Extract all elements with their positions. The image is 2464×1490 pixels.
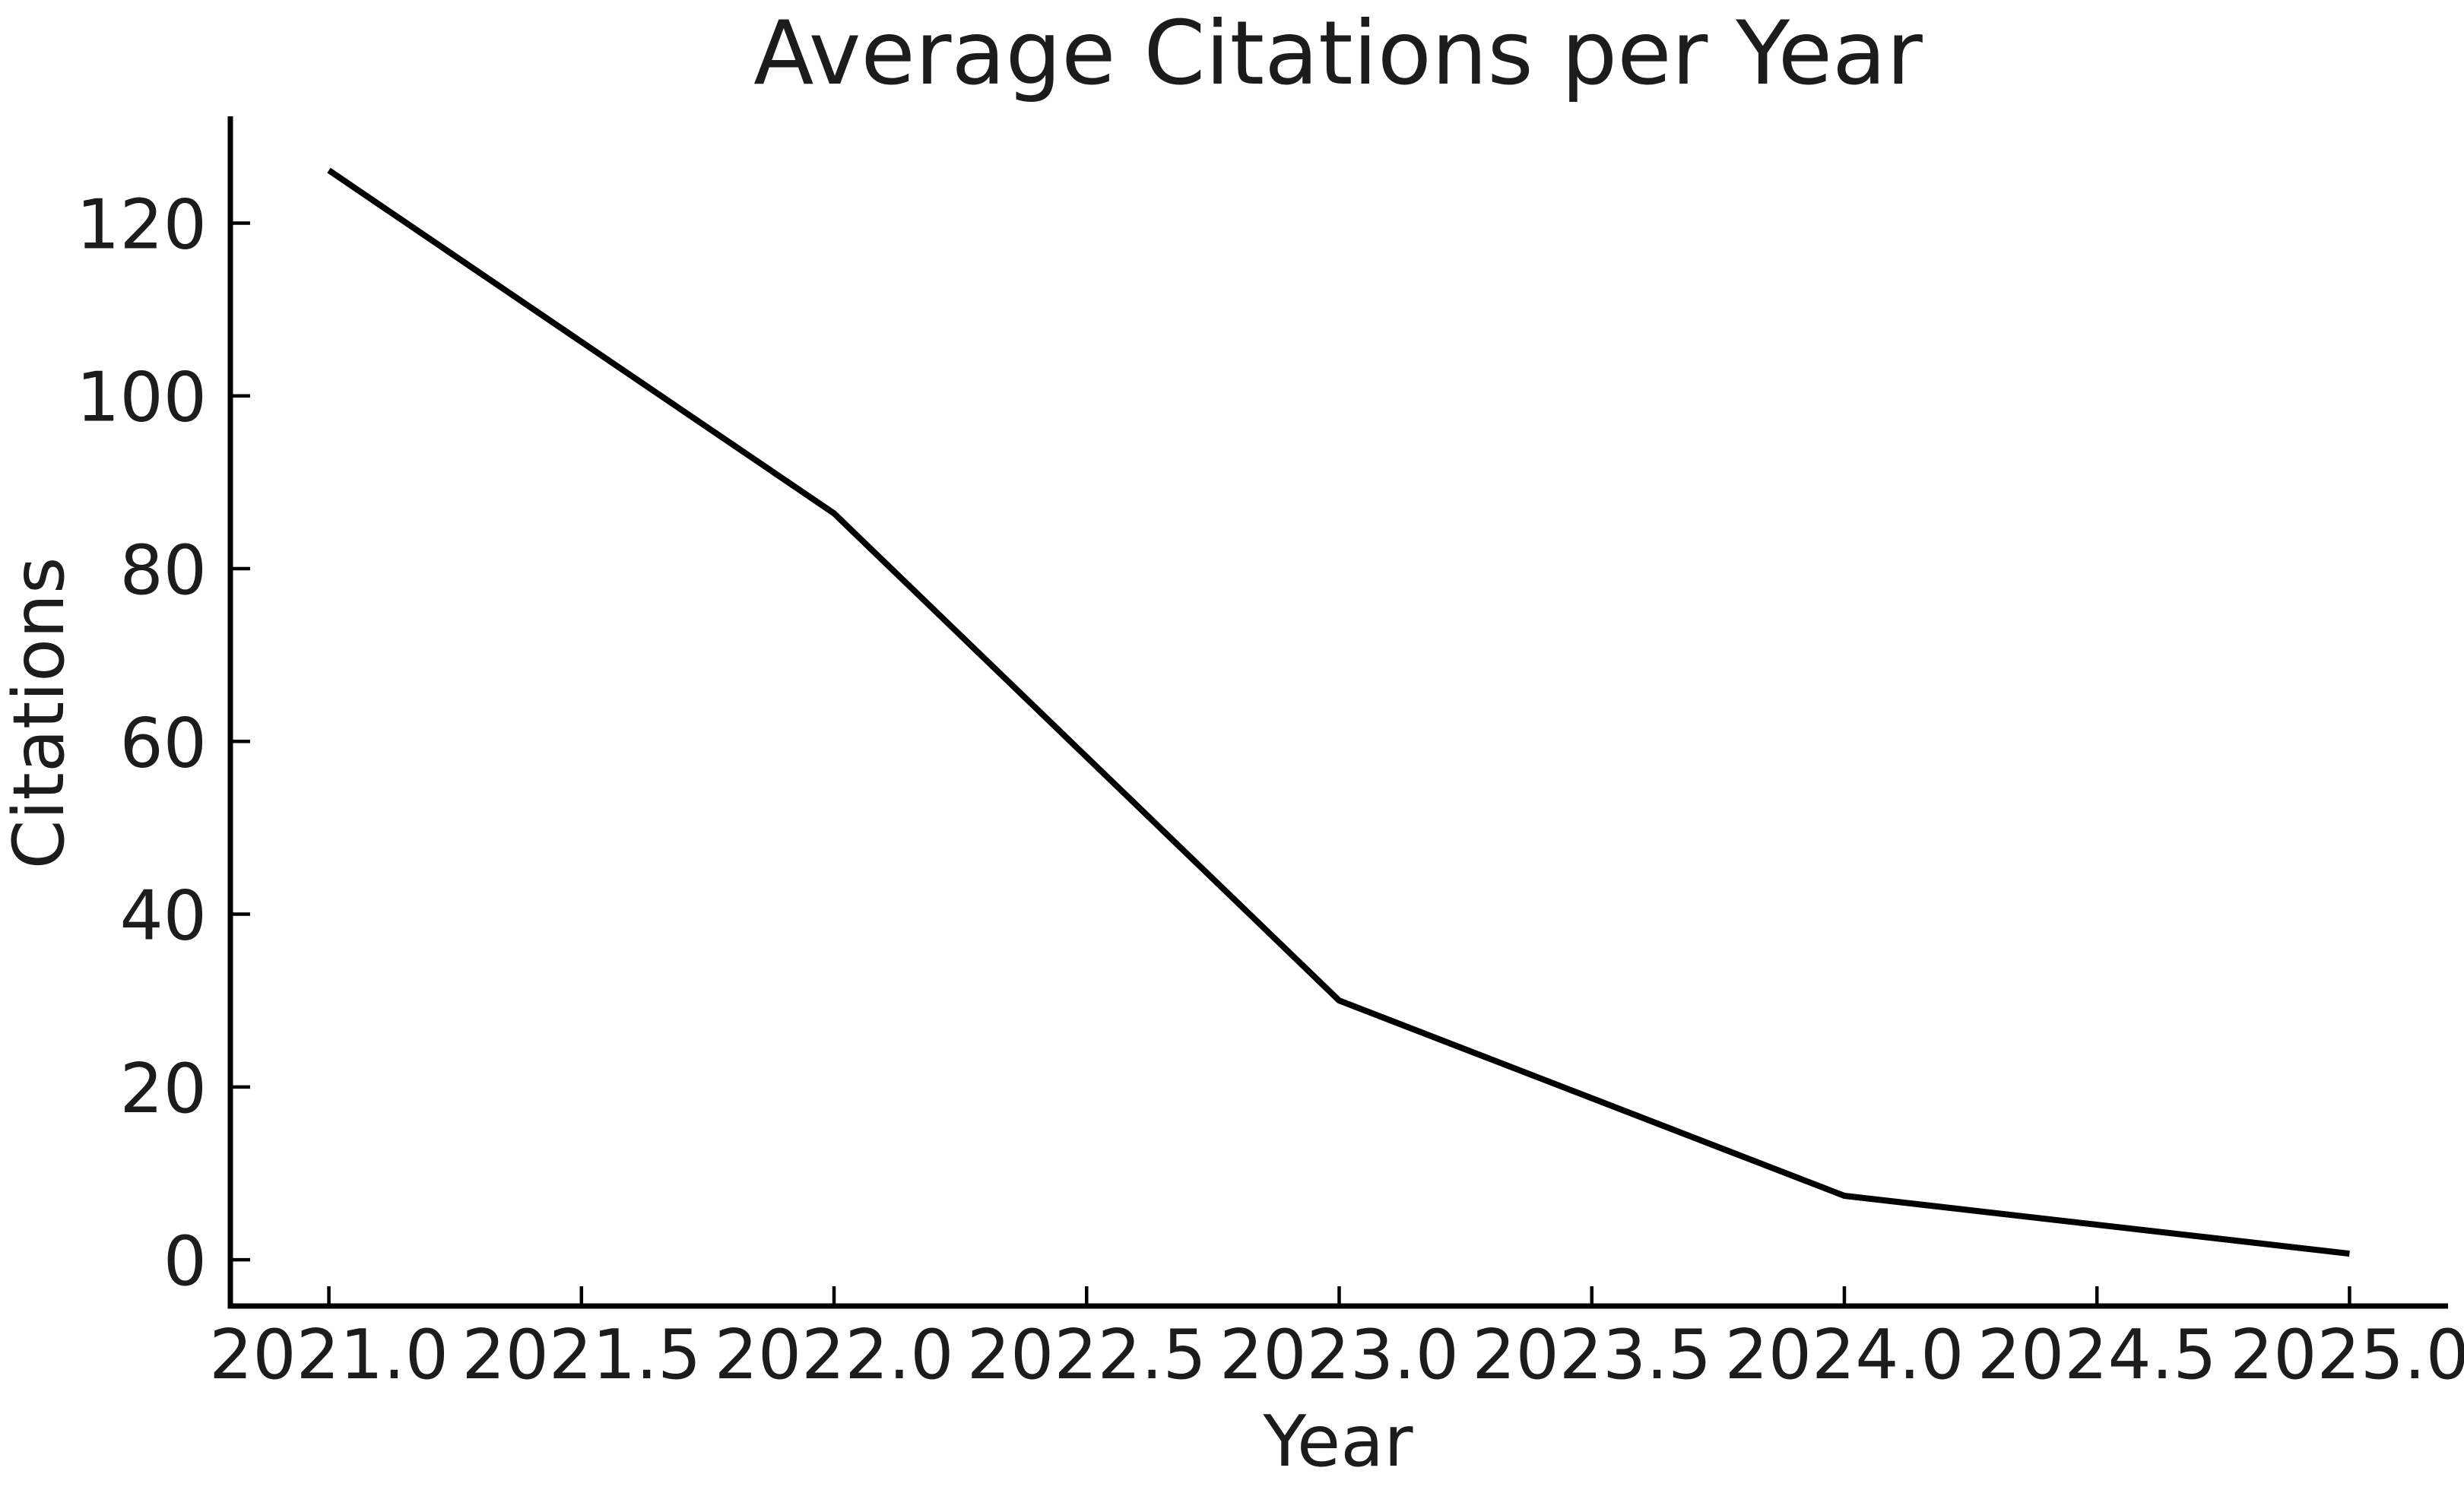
x-tick-label: 2024.0 (1725, 1315, 1965, 1395)
y-tick-label: 20 (119, 1049, 207, 1129)
y-axis-label: Citations (0, 557, 80, 870)
axis-spines (227, 116, 2448, 1309)
x-axis-tick-labels: 2021.0 2021.5 2022.0 2022.5 2023.0 2023.5 2024… (209, 1315, 2464, 1395)
y-tick-label: 80 (119, 531, 207, 610)
chart-title: Average Citations per Year (753, 2, 1923, 105)
y-tick-label: 40 (119, 877, 207, 956)
x-tick-label: 2023.5 (1472, 1315, 1711, 1395)
x-axis-ticks (327, 1286, 2351, 1306)
y-tick-label: 100 (76, 358, 207, 438)
x-tick-label: 2024.5 (1977, 1315, 2217, 1395)
citations-series-line (327, 167, 2350, 1257)
x-tick-label: 2021.5 (461, 1315, 701, 1395)
x-axis-label: Year (1263, 1400, 1414, 1482)
y-axis-ticks (230, 221, 250, 1262)
x-tick-label: 2022.0 (715, 1315, 954, 1395)
y-tick-label: 120 (76, 185, 207, 265)
y-tick-label: 0 (163, 1222, 207, 1301)
y-axis-tick-labels: 0 20 40 60 80 100 120 (76, 185, 207, 1301)
x-tick-label: 2021.0 (209, 1315, 449, 1395)
x-tick-label: 2025.0 (2230, 1315, 2464, 1395)
y-tick-label: 60 (119, 703, 207, 783)
x-tick-label: 2023.0 (1219, 1315, 1459, 1395)
x-tick-label: 2022.5 (967, 1315, 1207, 1395)
